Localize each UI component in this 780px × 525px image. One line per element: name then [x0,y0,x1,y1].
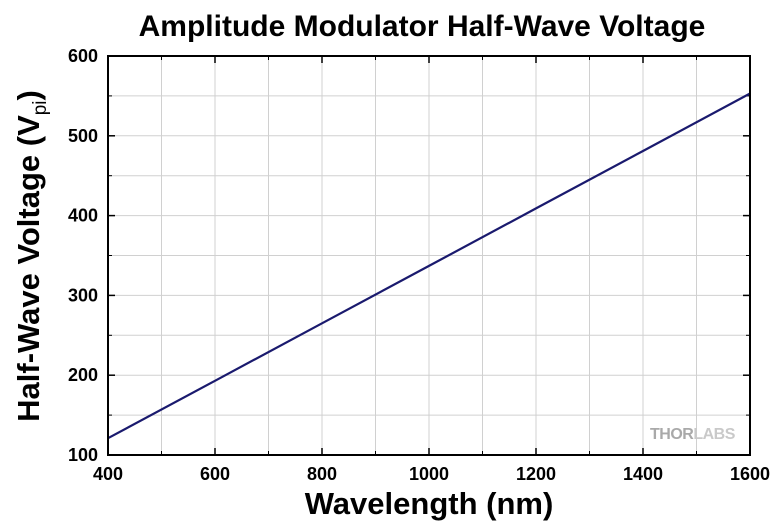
y-tick-label: 400 [68,206,98,226]
grid [108,56,750,455]
y-tick-label: 600 [68,46,98,66]
y-axis-label-close: ) [11,90,46,100]
y-tick-label: 100 [68,445,98,465]
x-tick-label: 1600 [730,464,770,484]
plot-frame [107,55,751,456]
thorlabs-logo: THORLABS [650,426,736,443]
chart-title: Amplitude Modulator Half-Wave Voltage [139,10,706,43]
x-tick-label: 1200 [516,464,556,484]
x-tick-label: 800 [307,464,337,484]
y-axis-label: Half-Wave Voltage (Vpi) [11,90,51,422]
x-tick-label: 1400 [623,464,663,484]
x-tick-label: 600 [200,464,230,484]
x-tick-label: 1000 [409,464,449,484]
y-tick-labels: 100 200 300 400 500 600 [68,46,98,465]
y-axis-label-main: Half-Wave Voltage (V [11,115,46,422]
y-tick-label: 500 [68,126,98,146]
y-tick-label: 200 [68,365,98,385]
x-tick-labels: 400 600 800 1000 1200 1400 1600 [93,464,770,484]
series-line [107,92,751,440]
x-axis-label: Wavelength (nm) [305,486,554,521]
y-tick-label: 300 [68,285,98,305]
y-axis-label-subscript: pi [30,100,51,115]
x-tick-label: 400 [93,464,123,484]
